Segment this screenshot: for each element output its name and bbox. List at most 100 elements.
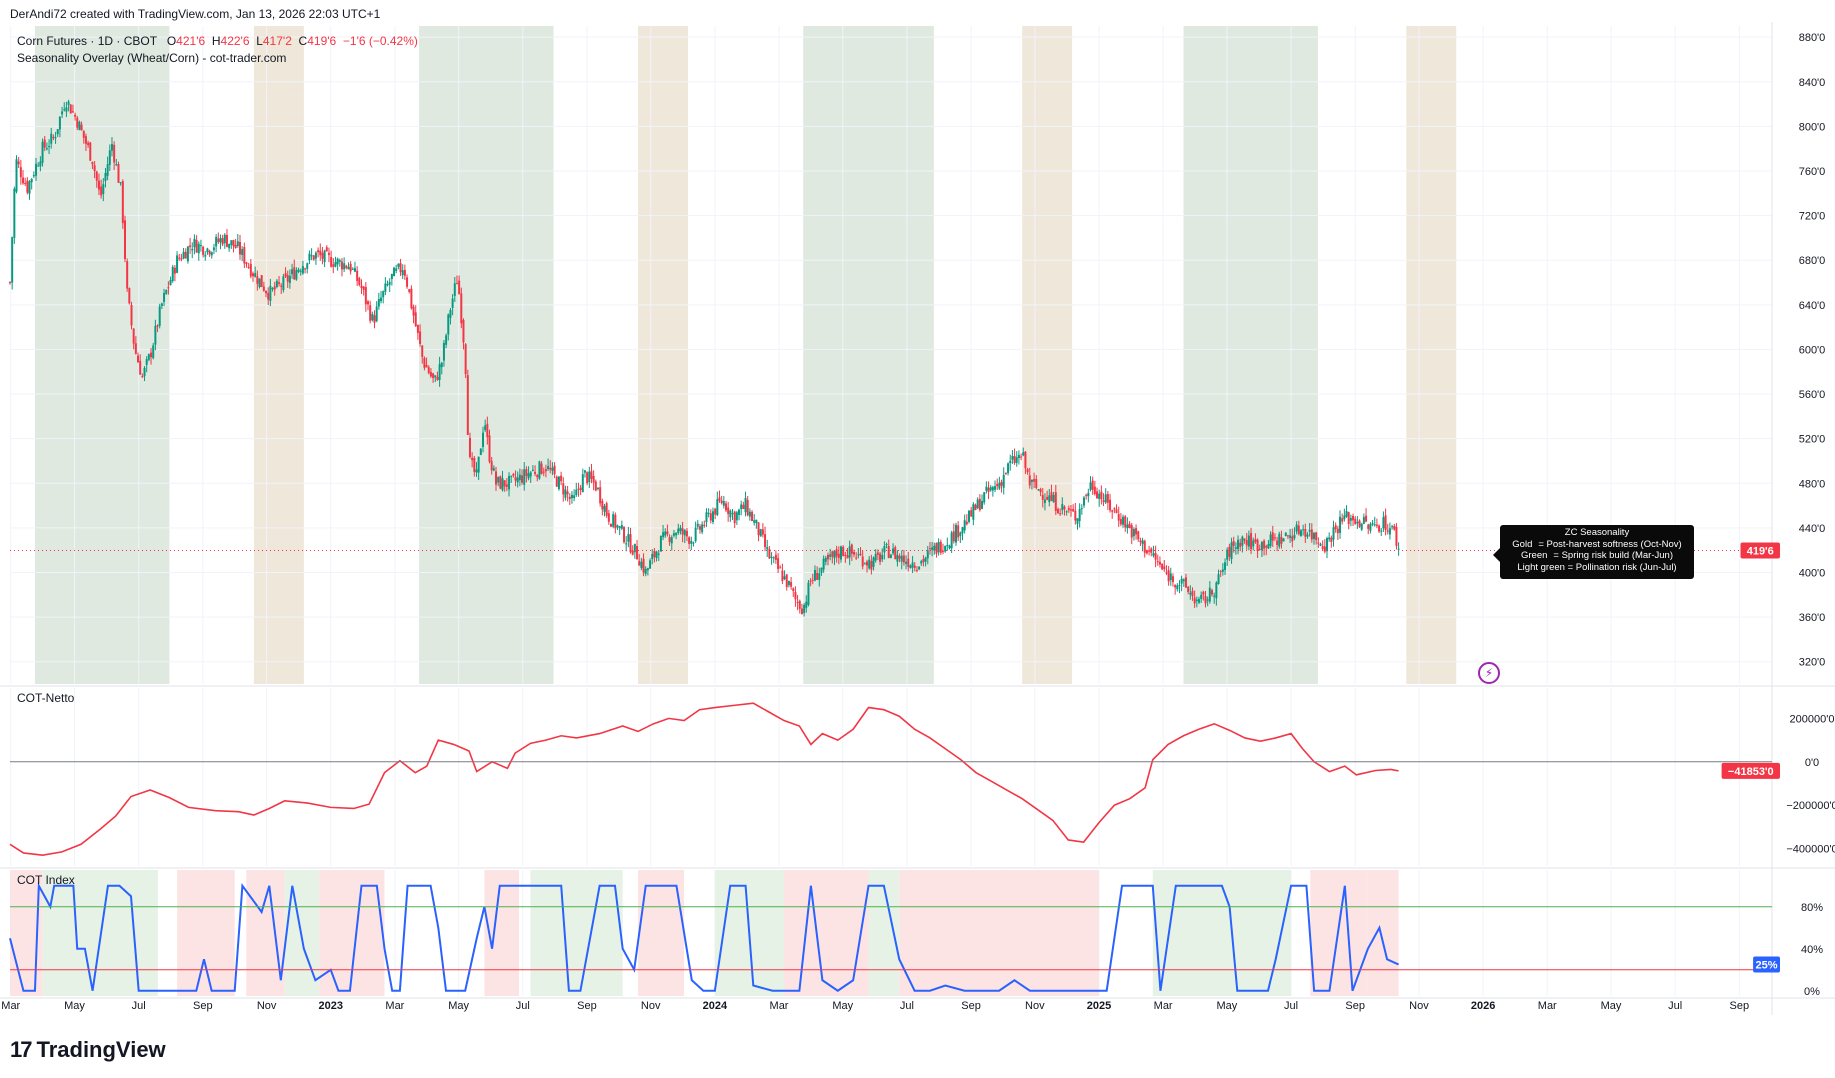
candle-body xyxy=(822,558,825,570)
candle-body xyxy=(1078,508,1081,521)
candle-body xyxy=(655,551,658,559)
candle-body xyxy=(1113,508,1116,510)
candle-body xyxy=(1326,538,1329,552)
candle-body xyxy=(397,263,400,267)
candle-body xyxy=(510,475,513,477)
candle-body xyxy=(1137,531,1140,540)
candle-body xyxy=(295,270,298,280)
candle-body xyxy=(1215,582,1218,599)
candle-body xyxy=(393,267,396,277)
candle-body xyxy=(395,268,398,271)
price-legend[interactable]: Corn Futures · 1D · CBOT O421'6 H422'6 L… xyxy=(17,34,418,48)
time-tick-label: Mar xyxy=(385,1000,404,1012)
candle-body xyxy=(994,486,997,490)
cot-index-label[interactable]: COT Index xyxy=(17,873,75,887)
candle-body xyxy=(108,150,111,165)
candle-body xyxy=(54,137,57,139)
candle-body xyxy=(970,510,973,517)
candle-body xyxy=(121,181,124,224)
candle-body xyxy=(1046,496,1049,500)
candle-body xyxy=(1226,549,1229,560)
candle-body xyxy=(614,514,617,529)
candle-body xyxy=(145,359,148,365)
candle-body xyxy=(1150,548,1153,553)
candle-body xyxy=(1282,538,1285,542)
candle-body xyxy=(1015,457,1018,463)
candle-body xyxy=(1362,517,1365,524)
tooltip-green-text: = Spring risk build (Mar-Jun) xyxy=(1553,550,1673,561)
candle-body xyxy=(269,285,272,301)
candle-body xyxy=(336,258,339,265)
candle-body xyxy=(414,312,417,327)
candle-body xyxy=(816,572,819,580)
candle-body xyxy=(761,529,764,535)
candle-body xyxy=(434,375,437,378)
candle-body xyxy=(104,173,107,181)
candle-body xyxy=(837,553,840,558)
candle-body xyxy=(848,546,851,558)
candle-body xyxy=(412,306,415,316)
candle-body xyxy=(644,568,647,574)
candle-body xyxy=(1074,510,1077,521)
candle-body xyxy=(905,561,908,564)
candle-body xyxy=(881,554,884,560)
candle-body xyxy=(1043,499,1046,504)
candle-body xyxy=(588,471,591,483)
candle-body xyxy=(1237,539,1240,550)
candle-body xyxy=(1011,456,1014,460)
season-band-green xyxy=(803,26,934,684)
time-tick-label: Jul xyxy=(1284,1000,1298,1012)
candle-body xyxy=(1191,590,1194,597)
candle-body xyxy=(853,551,856,555)
candle-body xyxy=(163,292,166,302)
candle-body xyxy=(1028,475,1031,486)
candle-body xyxy=(497,476,500,483)
lightning-icon[interactable]: ⚡ xyxy=(1478,662,1500,684)
candle-body xyxy=(288,275,291,283)
cot-tick-label: 0'0 xyxy=(1805,757,1819,769)
candle-body xyxy=(1271,532,1274,541)
candle-body xyxy=(147,354,150,360)
index-zone-red xyxy=(1367,870,1399,996)
candle-body xyxy=(1119,519,1122,525)
candle-body xyxy=(733,511,736,524)
candle-body xyxy=(924,557,927,562)
candle-body xyxy=(1341,518,1344,522)
overlay-legend[interactable]: Seasonality Overlay (Wheat/Corn) - cot-t… xyxy=(17,51,287,65)
candle-body xyxy=(1065,511,1068,513)
candle-body xyxy=(19,167,22,178)
candle-body xyxy=(106,164,109,176)
candle-body xyxy=(781,570,784,581)
candle-body xyxy=(570,494,573,499)
candle-body xyxy=(492,468,495,471)
candle-body xyxy=(199,245,202,247)
candle-body xyxy=(1189,592,1192,595)
candle-body xyxy=(202,246,205,255)
candle-body xyxy=(670,537,673,544)
candle-body xyxy=(896,554,899,562)
candle-body xyxy=(653,550,656,558)
time-tick-label: Nov xyxy=(1025,1000,1045,1012)
candle-body xyxy=(440,362,443,368)
candle-body xyxy=(451,298,454,308)
candle-body xyxy=(466,375,469,435)
candle-body xyxy=(866,561,869,566)
time-tick-label: Sep xyxy=(577,1000,597,1012)
candle-body xyxy=(685,530,688,537)
candle-body xyxy=(314,252,317,259)
candle-body xyxy=(197,243,200,254)
candle-body xyxy=(286,275,289,282)
candle-body xyxy=(321,252,324,259)
candle-body xyxy=(941,551,944,553)
candle-body xyxy=(922,559,925,563)
candle-body xyxy=(1319,543,1322,546)
candle-body xyxy=(742,504,745,509)
candle-body xyxy=(56,129,59,135)
candle-body xyxy=(1197,599,1200,603)
cot-netto-label[interactable]: COT-Netto xyxy=(17,691,75,705)
season-band-green xyxy=(419,26,554,684)
candle-body xyxy=(594,481,597,491)
tradingview-brand[interactable]: 17 TradingView xyxy=(10,1037,166,1063)
candle-body xyxy=(282,276,285,291)
